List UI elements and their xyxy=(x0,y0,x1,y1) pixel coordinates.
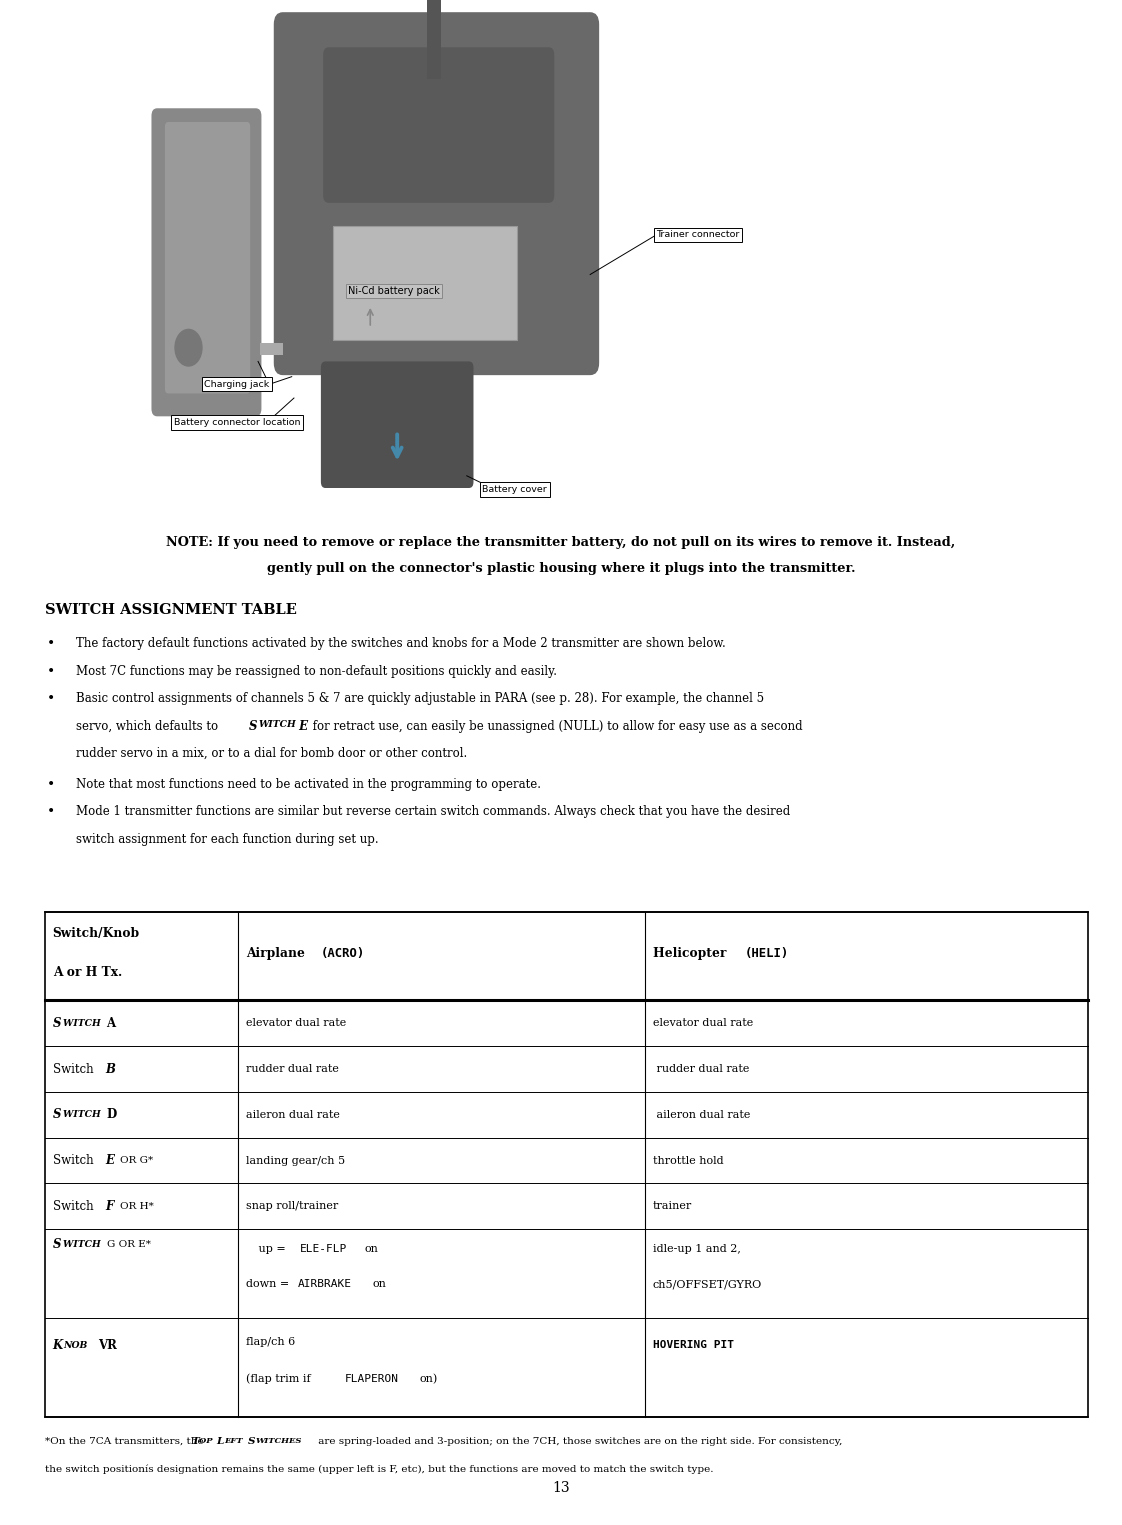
Text: FLAPERON: FLAPERON xyxy=(344,1374,398,1383)
Text: Switch/Knob: Switch/Knob xyxy=(53,927,140,939)
Text: Charging jack: Charging jack xyxy=(204,380,269,389)
Text: switch assignment for each function during set up.: switch assignment for each function duri… xyxy=(76,833,379,846)
Text: S: S xyxy=(53,1017,62,1029)
Text: up =: up = xyxy=(255,1244,289,1254)
Text: *On the 7CA transmitters, the: *On the 7CA transmitters, the xyxy=(45,1437,206,1446)
Text: throttle hold: throttle hold xyxy=(653,1156,724,1165)
Bar xyxy=(427,0,441,79)
Text: the switch positionís designation remains the same (upper left is F, etc), but t: the switch positionís designation remain… xyxy=(45,1464,714,1473)
Text: The factory default functions activated by the switches and knobs for a Mode 2 t: The factory default functions activated … xyxy=(76,637,726,651)
Text: 13: 13 xyxy=(552,1481,570,1496)
Text: S: S xyxy=(53,1238,62,1250)
FancyBboxPatch shape xyxy=(321,361,473,488)
Text: B: B xyxy=(105,1063,116,1075)
Text: WITCH: WITCH xyxy=(258,720,296,729)
Text: Airplane: Airplane xyxy=(246,947,309,959)
Text: Note that most functions need to be activated in the programming to operate.: Note that most functions need to be acti… xyxy=(76,778,541,791)
Text: elevator dual rate: elevator dual rate xyxy=(246,1019,346,1028)
Text: on: on xyxy=(365,1244,378,1254)
Text: D: D xyxy=(107,1109,117,1121)
Text: L: L xyxy=(217,1437,223,1446)
Text: Switch: Switch xyxy=(53,1200,98,1212)
Text: Basic control assignments of channels 5 & 7 are quickly adjustable in PARA (see : Basic control assignments of channels 5 … xyxy=(76,692,764,706)
Text: Battery cover: Battery cover xyxy=(482,485,548,494)
Text: rudder dual rate: rudder dual rate xyxy=(246,1064,339,1074)
Text: elevator dual rate: elevator dual rate xyxy=(653,1019,753,1028)
Text: ch5/OFFSET/GYRO: ch5/OFFSET/GYRO xyxy=(653,1279,762,1289)
Text: WITCH: WITCH xyxy=(63,1110,104,1119)
Text: Helicopter: Helicopter xyxy=(653,947,730,959)
Text: EFT: EFT xyxy=(224,1437,246,1444)
Text: servo, which defaults to: servo, which defaults to xyxy=(76,720,222,734)
Text: •: • xyxy=(47,778,55,791)
Text: SWITCH ASSIGNMENT TABLE: SWITCH ASSIGNMENT TABLE xyxy=(45,602,296,618)
Text: on: on xyxy=(373,1279,386,1289)
Text: •: • xyxy=(47,805,55,819)
Text: idle-up 1 and 2,: idle-up 1 and 2, xyxy=(653,1244,741,1254)
Text: K: K xyxy=(53,1339,63,1351)
Bar xyxy=(260,343,283,355)
Text: •: • xyxy=(47,665,55,679)
Text: Trainer connector: Trainer connector xyxy=(656,230,739,239)
Text: •: • xyxy=(47,692,55,706)
FancyBboxPatch shape xyxy=(323,47,554,203)
Text: Switch: Switch xyxy=(53,1063,98,1075)
Text: NOTE: If you need to remove or replace the transmitter battery, do not pull on i: NOTE: If you need to remove or replace t… xyxy=(166,537,956,549)
Text: E: E xyxy=(295,720,309,734)
Text: rudder servo in a mix, or to a dial for bomb door or other control.: rudder servo in a mix, or to a dial for … xyxy=(76,747,468,761)
Text: OR G*: OR G* xyxy=(120,1156,154,1165)
Text: rudder dual rate: rudder dual rate xyxy=(653,1064,749,1074)
Text: G OR E*: G OR E* xyxy=(107,1240,150,1249)
Text: are spring-loaded and 3-position; on the 7CH, those switches are on the right si: are spring-loaded and 3-position; on the… xyxy=(314,1437,843,1446)
Text: ELE-FLP: ELE-FLP xyxy=(300,1244,347,1254)
Text: aileron dual rate: aileron dual rate xyxy=(246,1110,340,1119)
Text: gently pull on the connector's plastic housing where it plugs into the transmitt: gently pull on the connector's plastic h… xyxy=(267,563,855,575)
FancyBboxPatch shape xyxy=(333,226,517,340)
Text: Mode 1 transmitter functions are similar but reverse certain switch commands. Al: Mode 1 transmitter functions are similar… xyxy=(76,805,791,819)
Text: VR: VR xyxy=(98,1339,117,1351)
Text: AIRBRAKE: AIRBRAKE xyxy=(297,1279,351,1289)
Bar xyxy=(431,0,438,43)
Text: trainer: trainer xyxy=(653,1202,692,1211)
Text: •: • xyxy=(47,637,55,651)
FancyBboxPatch shape xyxy=(151,108,261,416)
Text: OP: OP xyxy=(200,1437,215,1444)
Text: Ni-Cd battery pack: Ni-Cd battery pack xyxy=(348,287,440,296)
Text: Switch: Switch xyxy=(53,1154,98,1167)
Text: Battery connector location: Battery connector location xyxy=(174,418,301,427)
Text: (flap trim if: (flap trim if xyxy=(246,1374,314,1383)
Text: WITCH: WITCH xyxy=(63,1240,104,1249)
Text: down =: down = xyxy=(246,1279,293,1289)
Text: on): on) xyxy=(420,1374,438,1383)
Text: Most 7C functions may be reassigned to non-default positions quickly and easily.: Most 7C functions may be reassigned to n… xyxy=(76,665,558,679)
FancyBboxPatch shape xyxy=(165,122,250,393)
Text: (ACRO): (ACRO) xyxy=(321,947,365,959)
Text: aileron dual rate: aileron dual rate xyxy=(653,1110,751,1119)
Text: (HELI): (HELI) xyxy=(745,947,789,959)
Text: F: F xyxy=(105,1200,118,1212)
Bar xyxy=(45,912,1088,1417)
Text: snap roll/trainer: snap roll/trainer xyxy=(246,1202,338,1211)
Text: WITCH: WITCH xyxy=(63,1019,104,1028)
Text: landing gear/ch 5: landing gear/ch 5 xyxy=(246,1156,344,1165)
Text: NOB: NOB xyxy=(63,1340,91,1350)
Text: HOVERING PIT: HOVERING PIT xyxy=(653,1340,734,1350)
Text: S: S xyxy=(248,1437,255,1446)
Text: E: E xyxy=(105,1154,119,1167)
Text: flap/ch 6: flap/ch 6 xyxy=(246,1337,295,1347)
Text: S: S xyxy=(249,720,257,734)
Circle shape xyxy=(175,329,202,366)
Text: A or H Tx.: A or H Tx. xyxy=(53,967,122,979)
Text: for retract use, can easily be unassigned (NULL) to allow for easy use as a seco: for retract use, can easily be unassigne… xyxy=(310,720,803,734)
Text: OR H*: OR H* xyxy=(120,1202,154,1211)
Text: T: T xyxy=(192,1437,199,1446)
FancyBboxPatch shape xyxy=(274,12,599,375)
Text: A: A xyxy=(107,1017,116,1029)
Text: S: S xyxy=(53,1109,62,1121)
Text: WITCHES: WITCHES xyxy=(256,1437,302,1444)
